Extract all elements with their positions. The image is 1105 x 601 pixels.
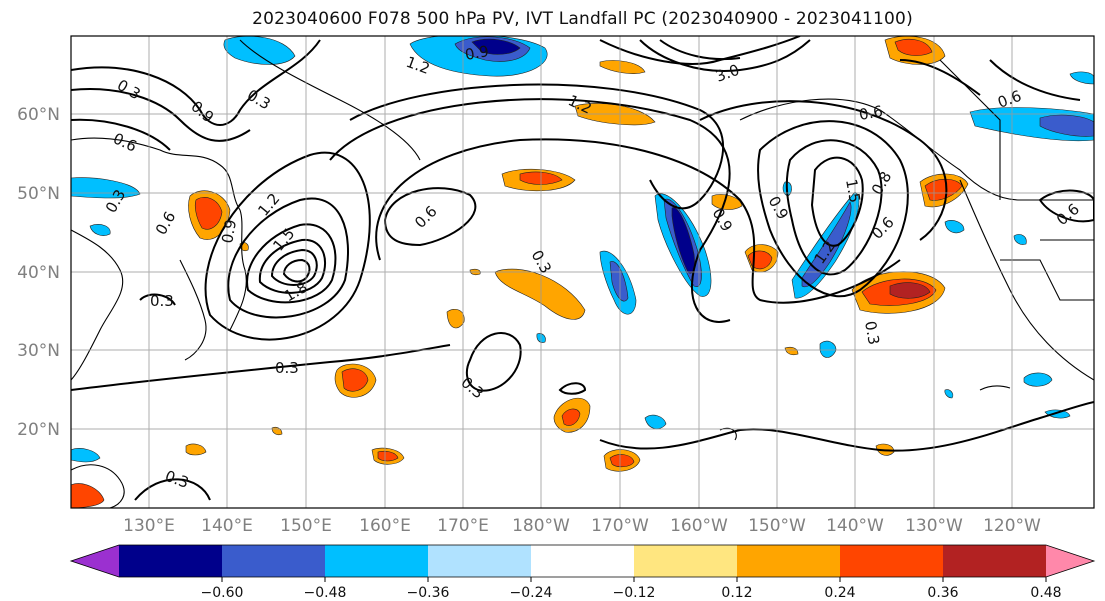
longitude-labels: 130°E 140°E 150°E 160°E 170°E 180°W 170°…: [123, 516, 1041, 536]
colorbar: [69, 544, 1096, 578]
colorbar-tick-label: −0.36: [407, 585, 450, 601]
latitude-labels: 60°N 50°N 40°N 30°N 20°N: [17, 105, 60, 440]
lat-label: 30°N: [17, 341, 60, 361]
colorbar-extend-max: [1046, 545, 1094, 577]
colorbar-segment: [222, 545, 326, 577]
contour-label: 0.3: [163, 467, 192, 492]
coastlines: [71, 39, 1094, 508]
contour-label: 0.6: [1053, 200, 1083, 229]
pv-anomaly-shading: [71, 36, 1094, 508]
lat-label: 50°N: [17, 184, 60, 204]
contour-label: 0.6: [110, 129, 139, 155]
contour-label: 1.2: [254, 190, 283, 220]
contour-label: 0.3: [244, 86, 274, 114]
contour-label: 0.9: [218, 218, 240, 245]
colorbar-outline: [69, 544, 1096, 578]
lon-label: 140°W: [826, 516, 884, 536]
lon-label: 150°W: [748, 516, 806, 536]
lon-label: 130°E: [123, 516, 175, 536]
colorbar-segment: [634, 545, 738, 577]
contour-label: 0.6: [152, 208, 180, 238]
colorbar-tick-label: −0.60: [201, 585, 244, 601]
contour-label: 0.3: [275, 359, 299, 377]
colorbar-segment: [943, 545, 1047, 577]
colorbar-tick-label: −0.24: [510, 585, 553, 601]
contour-label: 0.9: [464, 42, 491, 64]
lat-label: 20°N: [17, 420, 60, 440]
lat-label: 40°N: [17, 263, 60, 283]
contour-label: 0.3: [861, 320, 883, 347]
colorbar-segment: [531, 545, 635, 577]
contour-label: 0.8: [868, 168, 896, 198]
lon-label: 130°W: [905, 516, 963, 536]
lon-label: 180°W: [512, 516, 570, 536]
colorbar-tick-label: −0.48: [304, 585, 347, 601]
contour-label: 3.0: [713, 61, 742, 86]
colorbar-extend-min: [71, 545, 119, 577]
colorbar-tick-label: 0.24: [824, 585, 855, 601]
colorbar-segment: [119, 545, 223, 577]
map-frame: [70, 35, 1095, 509]
colorbar-segment: [428, 545, 532, 577]
pv-contours: [71, 36, 1094, 501]
contour-label: 0.6: [858, 102, 885, 124]
contour-label: 0.3: [150, 292, 174, 310]
colorbar-tick-label: 0.48: [1030, 585, 1061, 601]
lon-label: 170°E: [437, 516, 489, 536]
lon-label: 150°E: [280, 516, 332, 536]
colorbar-tick-label: 0.12: [721, 585, 752, 601]
lon-label: 160°E: [359, 516, 411, 536]
contour-label: 0.3: [457, 373, 487, 402]
lon-label: 160°W: [670, 516, 728, 536]
graticule: [71, 36, 1094, 508]
colorbar-segment: [737, 545, 841, 577]
lon-label: 170°W: [591, 516, 649, 536]
colorbar-tick-labels: −0.60 −0.48 −0.36 −0.24 −0.12 0.12 0.24 0.36 0.4…: [201, 577, 1062, 601]
contour-label: 0.6: [411, 202, 441, 232]
contour-label: 1.5: [269, 225, 298, 255]
colorbar-segment: [325, 545, 429, 577]
colorbar-segment: [840, 545, 944, 577]
contour-label: 0.6: [868, 213, 898, 243]
map-title: 2023040600 F078 500 hPa PV, IVT Landfall…: [252, 9, 913, 29]
contour-label: 0.9: [187, 97, 217, 126]
lat-label: 60°N: [17, 105, 60, 125]
contour-label: 1.5: [842, 178, 864, 205]
contour-label: 0.3: [114, 76, 144, 104]
colorbar-tick-label: −0.12: [613, 585, 656, 601]
lon-label: 120°W: [983, 516, 1041, 536]
lon-label: 140°E: [201, 516, 253, 536]
colorbar-tick-label: 0.36: [927, 585, 958, 601]
